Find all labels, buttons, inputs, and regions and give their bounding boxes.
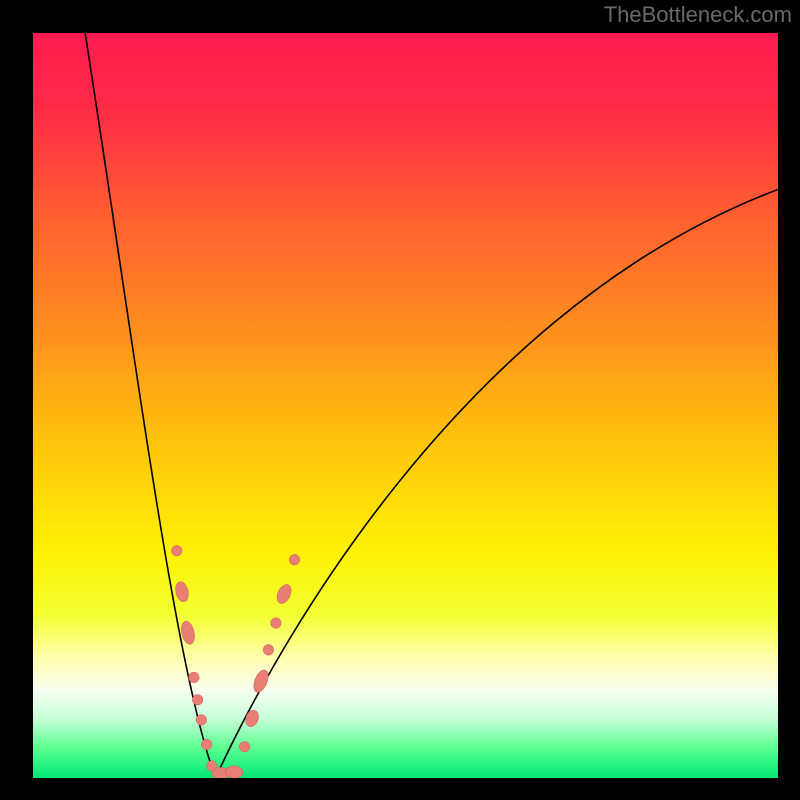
- marker-dot: [171, 545, 182, 556]
- outer-frame: TheBottleneck.com: [0, 0, 800, 800]
- plot-area: [33, 33, 778, 778]
- plot-svg: [33, 33, 778, 778]
- marker-dot: [271, 618, 282, 629]
- watermark-text: TheBottleneck.com: [604, 2, 792, 28]
- marker-dot: [201, 739, 212, 750]
- marker-dot: [263, 645, 274, 656]
- marker-dot: [189, 672, 200, 683]
- gradient-background: [33, 33, 778, 778]
- marker-dot: [239, 741, 250, 752]
- marker-dot: [192, 694, 203, 705]
- marker-dot: [196, 715, 207, 726]
- marker-dot: [289, 554, 300, 565]
